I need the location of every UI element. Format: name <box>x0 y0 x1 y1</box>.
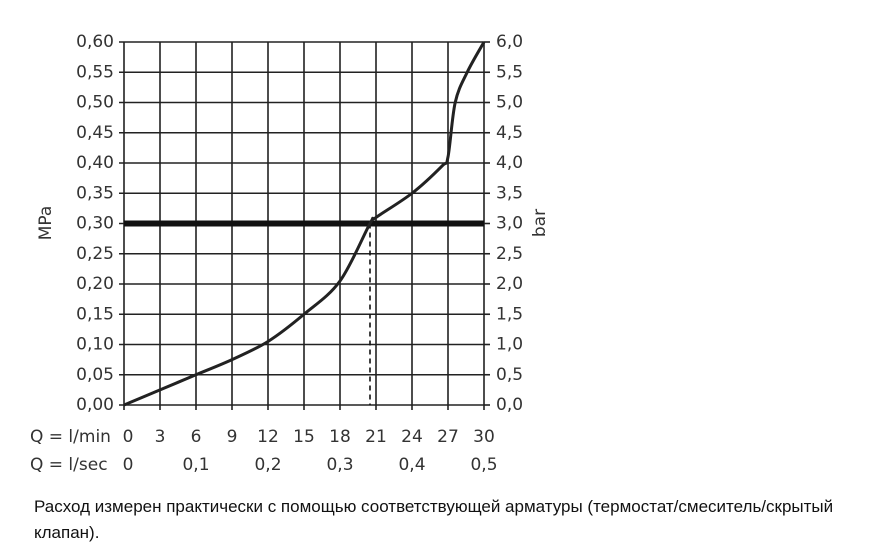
y-tick-label: 0,35 <box>76 183 114 203</box>
x-tick-label: 24 <box>401 427 423 447</box>
y2-tick-label: 4,5 <box>496 123 523 143</box>
x-tick-label: 21 <box>365 427 387 447</box>
caption: Расход измерен практически с помощью соо… <box>34 497 834 542</box>
y-tick-label: 0,55 <box>76 62 114 82</box>
x-tick-label: 6 <box>191 427 202 447</box>
y-tick-label: 0,45 <box>76 123 114 143</box>
y-tick-label: 0,15 <box>76 304 114 324</box>
y-tick-label: 0,20 <box>76 274 114 294</box>
y2-tick-label: 0,0 <box>496 395 523 415</box>
x-tick-label: 0 <box>123 427 134 447</box>
x-tick-label: 18 <box>329 427 351 447</box>
y2-tick-label: 6,0 <box>496 32 523 52</box>
y-tick-label: 0,40 <box>76 153 114 173</box>
y2-tick-label: 5,0 <box>496 93 523 113</box>
y2-tick-label: 4,0 <box>496 153 523 173</box>
x2-tick-label: 0,2 <box>254 455 281 475</box>
y2-tick-label: 5,5 <box>496 62 523 82</box>
y2-tick-label: 1,5 <box>496 304 523 324</box>
x2-tick-label: 0,5 <box>470 455 497 475</box>
y2-tick-label: 2,5 <box>496 244 523 264</box>
x2-axis-label: Q = l/sec <box>30 455 108 475</box>
y-tick-label: 0,50 <box>76 93 114 113</box>
x-tick-label: 12 <box>257 427 279 447</box>
x-tick-label: 30 <box>473 427 495 447</box>
y-tick-label: 0,10 <box>76 335 114 355</box>
curve <box>123 41 486 407</box>
x-axis-label: Q = l/min <box>30 427 111 447</box>
x2-tick-label: 0 <box>123 455 134 475</box>
x2-tick-label: 0,4 <box>398 455 425 475</box>
x-tick-label: 27 <box>437 427 459 447</box>
y2-tick-label: 0,5 <box>496 365 523 385</box>
y-tick-label: 0,30 <box>76 214 114 234</box>
x-tick-label: 9 <box>227 427 238 447</box>
y2-tick-label: 1,0 <box>496 335 523 355</box>
y2-axis-label: bar <box>530 209 550 237</box>
y2-tick-label: 2,0 <box>496 274 523 294</box>
y2-tick-label: 3,5 <box>496 183 523 203</box>
x2-tick-label: 0,3 <box>326 455 353 475</box>
y-tick-label: 0,60 <box>76 32 114 52</box>
y-tick-label: 0,25 <box>76 244 114 264</box>
x-tick-label: 15 <box>293 427 315 447</box>
y2-tick-label: 3,0 <box>496 214 523 234</box>
x2-tick-label: 0,1 <box>182 455 209 475</box>
y-tick-label: 0,05 <box>76 365 114 385</box>
y-axis-label: MPa <box>36 206 56 241</box>
y-tick-label: 0,00 <box>76 395 114 415</box>
chart: MPa bar Q = l/min Q = l/sec 0,000,050,10… <box>30 32 550 475</box>
x-tick-label: 3 <box>155 427 166 447</box>
